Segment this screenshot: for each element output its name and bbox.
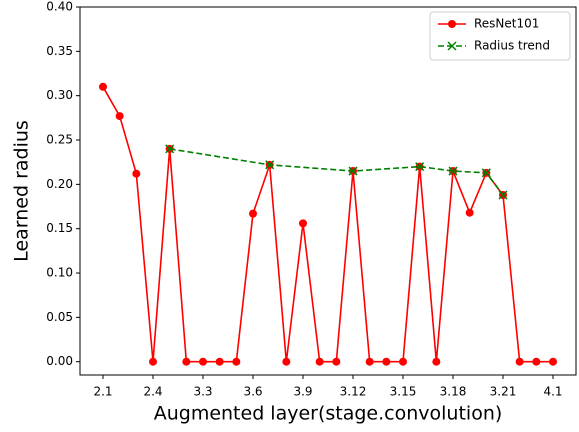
point: [549, 357, 557, 366]
y-tick-label: 0.35: [46, 44, 73, 58]
x-tick-label: 3.15: [390, 385, 417, 399]
x-tick-label: 3.3: [193, 385, 212, 399]
legend-marker: [448, 20, 456, 28]
point: [115, 112, 124, 121]
point: [299, 219, 307, 228]
point: [199, 357, 207, 366]
plot-frame: [79, 6, 577, 376]
x-tick-label: 4.1: [543, 385, 562, 399]
point: [415, 162, 425, 172]
legend-marker: [447, 41, 457, 51]
y-axis-label: Learned radius: [11, 120, 33, 262]
point: [465, 208, 474, 217]
point: [215, 357, 224, 366]
y-tick-label: 0.00: [46, 354, 73, 368]
x-axis-label: Augmented layer(stage.convolution): [154, 403, 503, 425]
legend-label: Radius trend: [474, 39, 550, 53]
y-tick-label: 0.10: [46, 266, 73, 280]
point: [348, 166, 358, 176]
y-tick-label: 0.25: [46, 133, 73, 147]
point: [515, 357, 524, 366]
point: [149, 357, 157, 366]
x-tick-label: 3.21: [490, 385, 517, 399]
series-line: [102, 86, 553, 363]
y-tick-label: 0.15: [46, 221, 73, 235]
x-tick-label: 3.18: [440, 385, 467, 399]
x-tick-label: 3.6: [243, 385, 262, 399]
point: [132, 169, 141, 178]
point: [315, 357, 324, 366]
point: [365, 357, 374, 366]
legend-label: ResNet101: [474, 17, 539, 31]
y-tick-label: 0.20: [46, 177, 73, 191]
point: [399, 357, 407, 366]
point: [382, 357, 391, 366]
y-tick-label: 0.30: [46, 88, 73, 102]
point: [498, 190, 508, 200]
point: [481, 168, 491, 178]
point: [249, 209, 257, 218]
point: [232, 357, 241, 366]
x-tick-label: 3.12: [340, 385, 367, 399]
point: [99, 82, 107, 91]
point: [165, 144, 175, 154]
x-tick-label: 2.1: [93, 385, 112, 399]
point: [532, 357, 541, 366]
point: [265, 160, 275, 170]
point: [448, 166, 458, 176]
point: [282, 357, 291, 366]
point: [332, 357, 341, 366]
y-tick-label: 0.05: [46, 310, 73, 324]
x-tick-label: 2.4: [143, 385, 162, 399]
x-tick-label: 3.9: [293, 385, 312, 399]
point: [432, 357, 441, 366]
y-tick-label: 0.40: [46, 0, 73, 14]
point: [182, 357, 191, 366]
